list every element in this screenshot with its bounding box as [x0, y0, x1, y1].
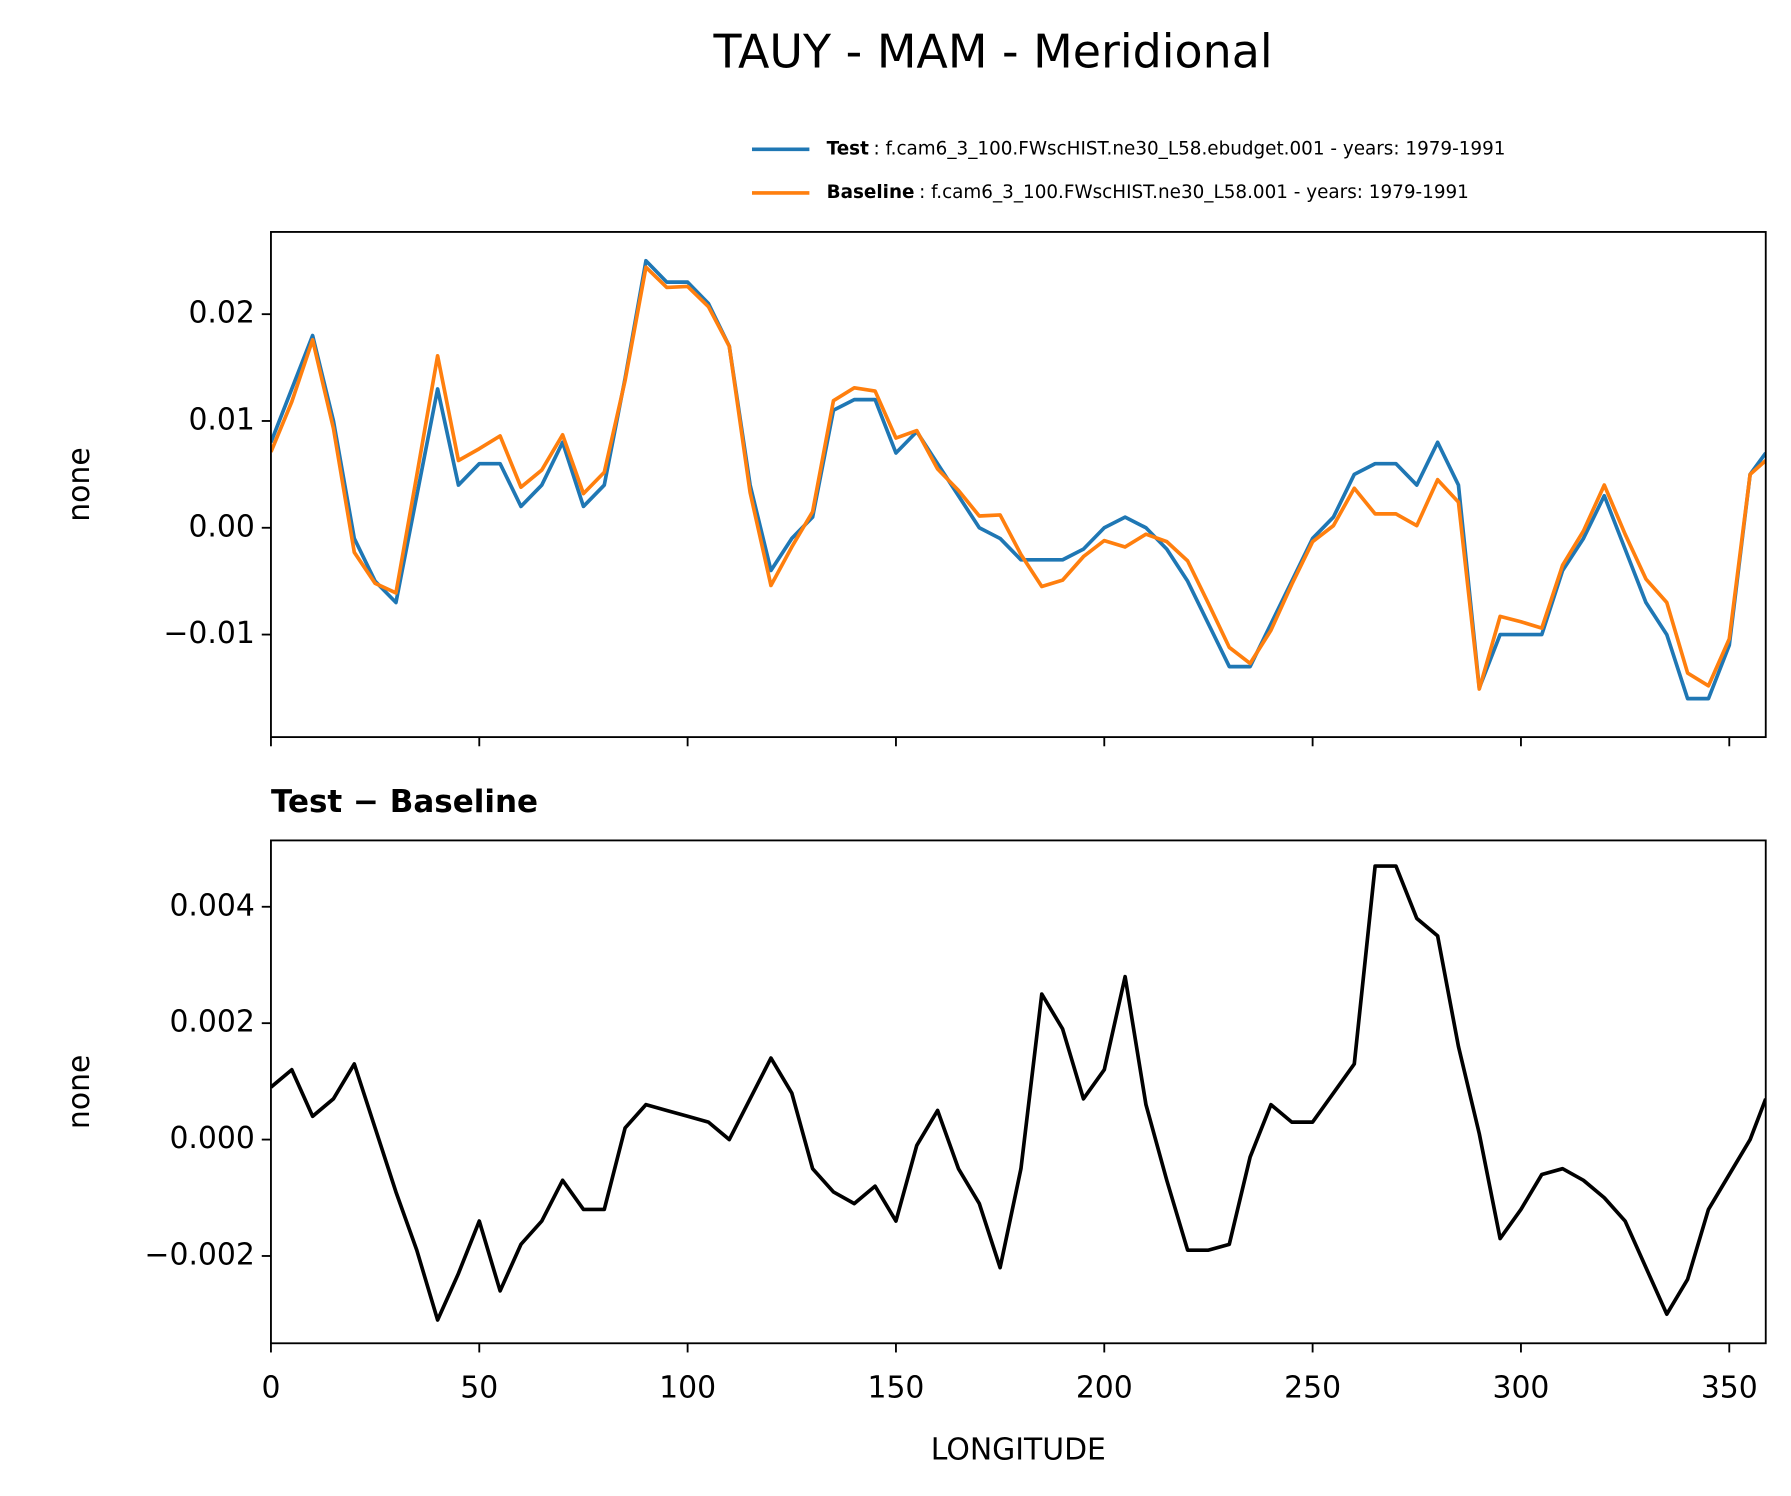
y-axis-label: none: [62, 447, 97, 521]
y-tick-label: 0.002: [169, 1005, 254, 1040]
legend-description: : f.cam6_3_100.FWscHIST.ne30_L58.001 - y…: [919, 182, 1469, 203]
x-tick-label: 0: [261, 1371, 280, 1406]
subplot-title: Test − Baseline: [271, 784, 538, 820]
axes-frame: [270, 231, 1767, 739]
legend-name: Test: [827, 138, 869, 159]
x-tick-label: 300: [1492, 1371, 1549, 1406]
legend-label: Baseline: f.cam6_3_100.FWscHIST.ne30_L58…: [827, 182, 1469, 203]
legend-name: Baseline: [827, 182, 915, 203]
axes-frame: [270, 839, 1767, 1345]
x-axis-label: LONGITUDE: [931, 1433, 1106, 1468]
y-tick-label: 0.004: [169, 888, 254, 923]
x-tick-label: 250: [1284, 1371, 1341, 1406]
y-tick-label: 0.00: [188, 509, 254, 544]
data-line: [270, 864, 1766, 1322]
y-tick-label: 0.01: [188, 402, 254, 437]
y-axis-label: none: [62, 1055, 97, 1129]
legend-description: : f.cam6_3_100.FWscHIST.ne30_L58.ebudget…: [873, 138, 1505, 159]
x-tick-label: 100: [659, 1371, 716, 1406]
chart-title: TAUY - MAM - Meridional: [713, 25, 1273, 79]
y-tick-label: 0.000: [169, 1121, 254, 1156]
legend-label: Test: f.cam6_3_100.FWscHIST.ne30_L58.ebu…: [827, 138, 1506, 159]
x-tick-label: 200: [1076, 1371, 1133, 1406]
x-tick-label: 50: [460, 1371, 498, 1406]
data-line: [270, 258, 1766, 701]
y-tick-label: 0.02: [188, 296, 254, 331]
y-tick-label: −0.01: [163, 616, 254, 651]
x-tick-label: 350: [1701, 1371, 1758, 1406]
data-line: [270, 265, 1766, 691]
x-tick-label: 150: [867, 1371, 924, 1406]
y-tick-label: −0.002: [144, 1237, 254, 1272]
